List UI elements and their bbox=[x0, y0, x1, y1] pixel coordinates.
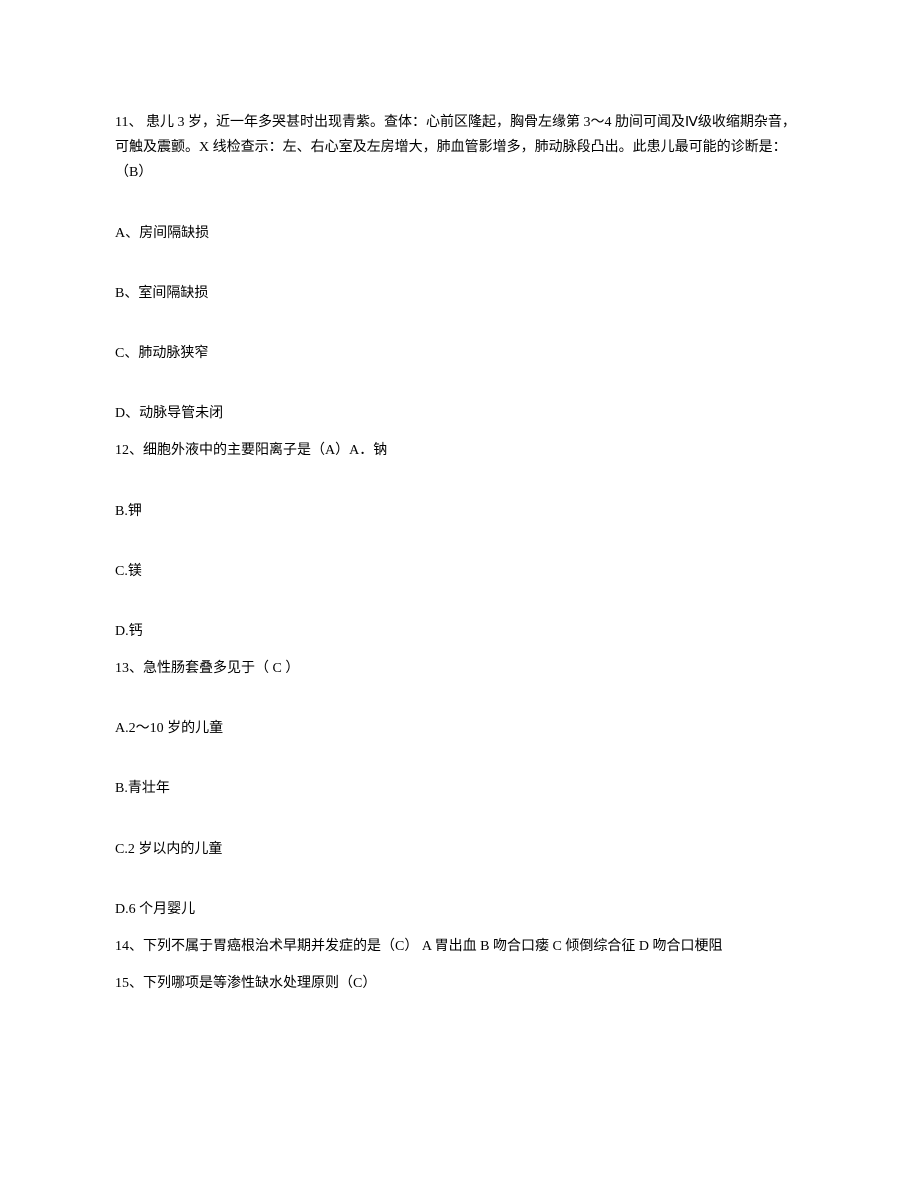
q15-text: 15、下列哪项是等渗性缺水处理原则（C） bbox=[115, 971, 805, 996]
q13-option-d: D.6 个月婴儿 bbox=[115, 897, 805, 922]
q11-text: 11、 患儿 3 岁，近一年多哭甚时出现青紫。查体：心前区隆起，胸骨左缘第 3～… bbox=[115, 110, 805, 186]
q12-text: 12、细胞外液中的主要阳离子是（A）A．钠 bbox=[115, 438, 805, 463]
q13-option-b: B.青壮年 bbox=[115, 776, 805, 801]
q12-option-c: C.镁 bbox=[115, 559, 805, 584]
q13-option-c: C.2 岁以内的儿童 bbox=[115, 837, 805, 862]
q11-option-a: A、房间隔缺损 bbox=[115, 221, 805, 246]
q11-option-b: B、室间隔缺损 bbox=[115, 281, 805, 306]
q12-option-d: D.钙 bbox=[115, 619, 805, 644]
q14-text: 14、下列不属于胃癌根治术早期并发症的是（C） A 胃出血 B 吻合口瘘 C 倾… bbox=[115, 934, 805, 959]
q13-text: 13、急性肠套叠多见于（ C ） bbox=[115, 656, 805, 681]
q13-option-a: A.2～10 岁的儿童 bbox=[115, 716, 805, 741]
q11-option-d: D、动脉导管未闭 bbox=[115, 401, 805, 426]
q11-option-c: C、肺动脉狭窄 bbox=[115, 341, 805, 366]
q12-option-b: B.钾 bbox=[115, 499, 805, 524]
